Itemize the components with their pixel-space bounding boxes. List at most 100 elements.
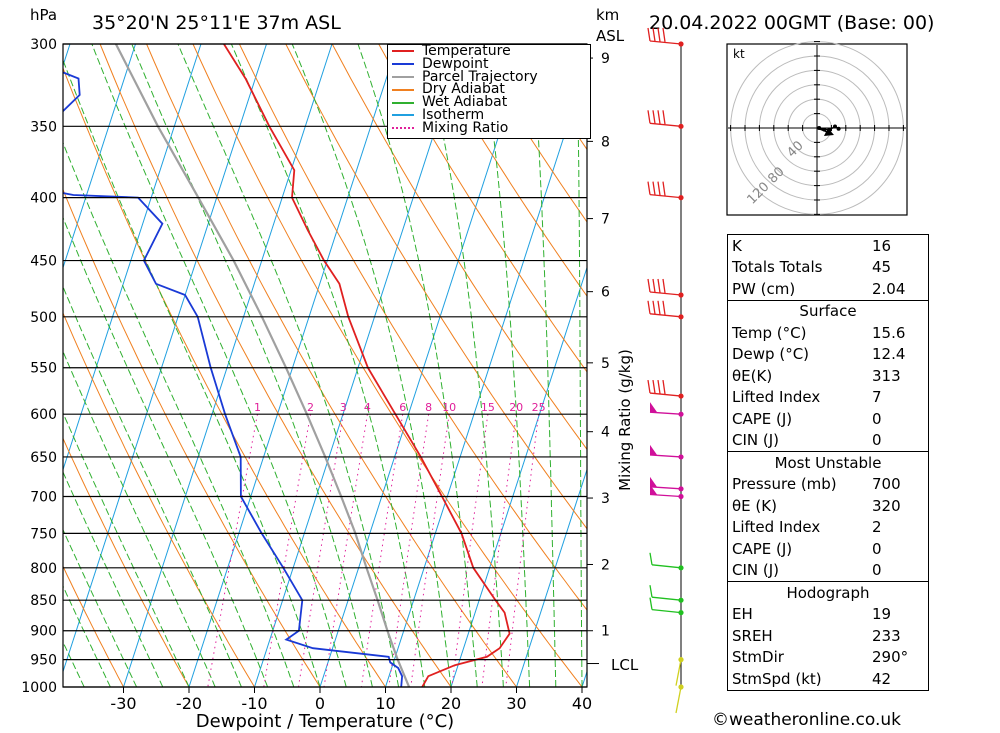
height-tick-label: 1	[601, 624, 610, 640]
mixing-ratio-label: 6	[399, 401, 406, 414]
wind-barb-feather	[649, 585, 653, 598]
table-value: 42	[872, 669, 892, 688]
table-key: θE (K)	[732, 496, 777, 515]
wind-barb-shaft	[649, 291, 682, 296]
height-tick-label: 3	[601, 491, 610, 507]
location-title: 35°20'N 25°11'E 37m ASL	[92, 12, 341, 34]
wind-barb-feather	[647, 379, 651, 394]
mixing-ratio-label: 1	[254, 401, 261, 414]
temperature-tick-label: 0	[315, 694, 325, 713]
legend-label: Isotherm	[422, 106, 485, 123]
pressure-tick-label: 550	[30, 361, 57, 377]
height-tick-label: 2	[601, 557, 610, 573]
mixing-ratio-label: 8	[425, 401, 432, 414]
wind-barb-shaft	[675, 659, 682, 686]
legend-swatch	[392, 127, 414, 130]
dry-adiabat-line	[936, 44, 1000, 687]
legend-label: Dewpoint	[422, 55, 489, 72]
table-key: PW (cm)	[732, 279, 796, 298]
dry-adiabat-line	[99, 44, 452, 687]
wind-barb-shaft	[651, 564, 682, 569]
table-key: StmDir	[732, 648, 784, 667]
dry-adiabat-line	[424, 44, 587, 297]
pressure-tick-label: 700	[30, 490, 57, 506]
dry-adiabat-line	[378, 44, 587, 373]
wet-adiabat-line	[63, 585, 111, 687]
temperature-tick-label: -10	[241, 694, 267, 713]
wet-adiabat-line	[177, 44, 400, 687]
table-value: 15.6	[872, 323, 906, 342]
isotherm-line	[0, 44, 5, 687]
table-value: 313	[872, 366, 901, 385]
temperature-tick-label: 40	[572, 694, 592, 713]
mixing-ratio-label: 20	[509, 401, 523, 414]
wind-barb-dot	[678, 597, 684, 603]
table-value: 320	[872, 496, 901, 515]
wind-barb-feather	[657, 110, 661, 125]
pressure-tick-label: 500	[30, 310, 57, 326]
table-key: Dewp (°C)	[732, 345, 810, 364]
table-value: 700	[872, 475, 901, 494]
wet-adiabat-line	[357, 44, 478, 687]
wind-barb-feather	[662, 379, 666, 395]
wind-barb-feather	[652, 27, 656, 42]
x-axis-label: Dewpoint / Temperature (°C)	[196, 711, 454, 732]
height-unit-sub-label: ASL	[596, 27, 625, 45]
mixing-ratio-axis-label: Mixing Ratio (g/kg)	[616, 349, 634, 491]
wind-barb-feather	[652, 300, 656, 315]
wind-barb-shaft	[649, 411, 682, 415]
pressure-tick-label: 300	[30, 37, 57, 53]
dry-adiabat-line	[331, 44, 587, 451]
wind-barb-feather	[662, 27, 666, 42]
table-value: 0	[872, 561, 882, 580]
mixing-ratio-line	[360, 414, 404, 687]
wind-barb-feather	[647, 278, 651, 293]
table-key: EH	[732, 605, 753, 624]
dry-adiabat-line	[146, 44, 517, 687]
table-key: SREH	[732, 626, 773, 645]
wind-barb-shaft	[651, 596, 682, 601]
mixing-ratio-label: 25	[532, 401, 546, 414]
plot-series	[63, 44, 511, 687]
wind-barb-feather	[652, 110, 656, 124]
table-key: CIN (J)	[732, 561, 780, 580]
wind-barb-feather	[662, 300, 666, 315]
legend-item: Temperature	[388, 44, 590, 58]
credit-text: ©weatheronline.co.uk	[712, 710, 902, 730]
table-key: Lifted Index	[732, 518, 821, 537]
wind-barb-shaft	[649, 313, 682, 318]
height-tick-label: 4	[601, 425, 610, 441]
mixing-ratio-label: 2	[307, 401, 314, 414]
dry-adiabat-line	[471, 44, 587, 223]
wind-profile	[647, 27, 684, 714]
wet-adiabat-line	[532, 44, 557, 687]
table-row: Pressure (mb) 700	[728, 474, 928, 496]
indices-table: K 16 Totals Totals 45 PW (cm) 2.04 Surface Temp…	[727, 234, 929, 691]
wind-barb-feather	[647, 27, 651, 42]
datetime-title: 20.04.2022 00GMT (Base: 00)	[649, 12, 934, 34]
table-row: StmSpd (kt) 42	[728, 668, 928, 690]
wind-barb-feather	[647, 110, 651, 124]
pressure-tick-label: 450	[30, 254, 57, 270]
wind-barb-shaft	[649, 454, 682, 458]
table-row: Lifted Index 2	[728, 517, 928, 539]
isotherm-line	[516, 467, 587, 687]
wind-barb-pennant	[650, 484, 657, 495]
wind-barb-feather	[649, 597, 653, 610]
table-row: Dewp (°C) 12.4	[728, 344, 928, 366]
mixing-ratio-label: 10	[442, 401, 456, 414]
hodograph-point	[836, 126, 841, 131]
pressure-tick-label: 400	[30, 191, 57, 207]
pressure-tick-label: 850	[30, 593, 57, 609]
table-key: Lifted Index	[732, 388, 821, 407]
height-tick-label: 7	[601, 212, 610, 228]
legend-item: Dewpoint	[388, 55, 590, 72]
mixing-ratio-line	[451, 414, 489, 687]
table-section-title: Most Unstable	[728, 451, 928, 474]
pressure-tick-label: 950	[30, 653, 57, 669]
wet-adiabat-line	[63, 470, 164, 687]
height-tick-label: 6	[601, 285, 610, 301]
wind-barb-shaft	[649, 486, 682, 490]
hodograph-unit-label: kt	[733, 47, 745, 61]
